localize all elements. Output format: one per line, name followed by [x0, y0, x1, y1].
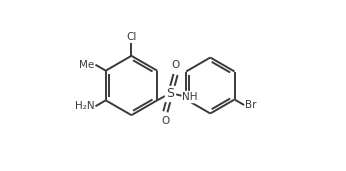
Text: S: S [166, 87, 174, 100]
Text: Me: Me [79, 60, 94, 70]
Text: Br: Br [245, 100, 256, 110]
Text: NH: NH [182, 91, 198, 102]
Text: H₂N: H₂N [75, 101, 94, 111]
Text: Cl: Cl [126, 32, 137, 42]
Text: O: O [171, 60, 180, 70]
Text: O: O [161, 116, 170, 126]
